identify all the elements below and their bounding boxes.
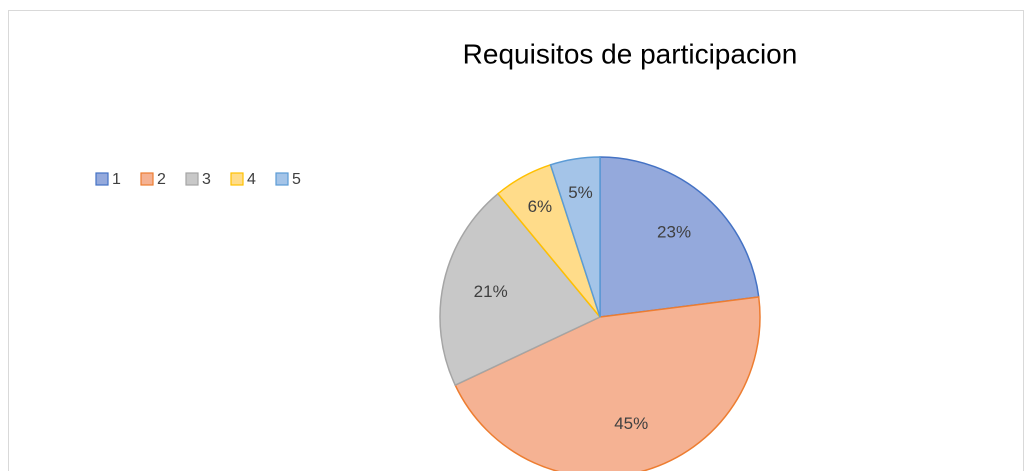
legend-swatch <box>230 172 244 186</box>
legend-swatch <box>140 172 154 186</box>
legend-label: 5 <box>292 171 301 188</box>
legend-label: 2 <box>157 171 166 188</box>
legend-swatch <box>185 172 199 186</box>
legend-swatch <box>275 172 289 186</box>
data-label: 21% <box>474 282 508 301</box>
legend-label: 4 <box>247 171 256 188</box>
data-label: 5% <box>568 183 593 202</box>
data-label: 6% <box>528 197 553 216</box>
chart-title: Requisitos de participacion <box>463 38 798 69</box>
legend-label: 3 <box>202 171 211 188</box>
data-label: 45% <box>614 414 648 433</box>
pie-slice <box>439 192 602 387</box>
legend-label: 1 <box>112 171 121 188</box>
legend-swatch <box>95 172 109 186</box>
pie-slice <box>599 156 760 318</box>
data-label: 23% <box>657 222 691 241</box>
pie-slice <box>549 156 601 318</box>
